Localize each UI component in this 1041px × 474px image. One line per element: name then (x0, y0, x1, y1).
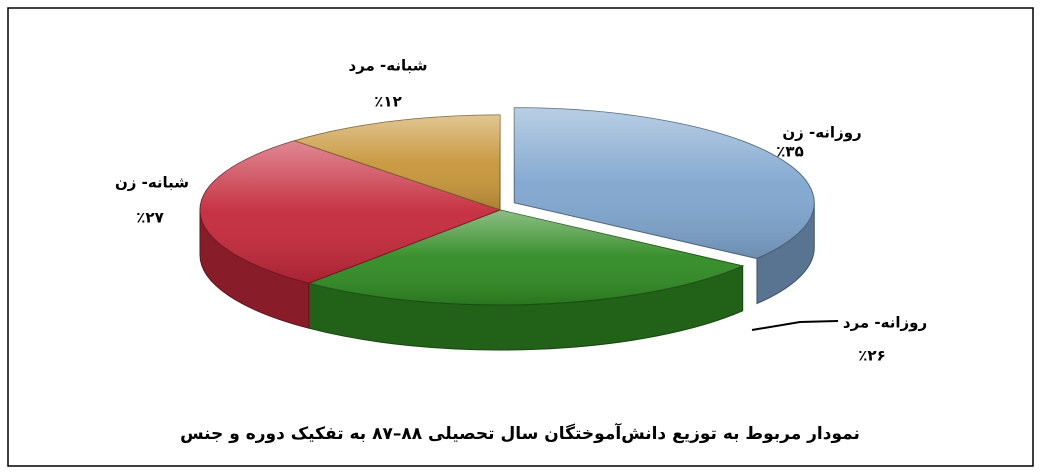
data-label: ٪۲۶ (858, 347, 885, 365)
data-label: ٪۳۵ (776, 143, 803, 161)
data-label: ٪۲۷ (136, 209, 163, 227)
data-label: ٪۱۲ (374, 93, 401, 111)
data-label-name: روزانه- زن (782, 124, 861, 142)
slice-gloss (294, 115, 500, 210)
leader-line (751, 320, 839, 331)
slice-gloss (308, 210, 743, 305)
data-label-name: شبانه- مرد (349, 57, 428, 75)
data-label-name: شبانه- زن (115, 174, 189, 192)
slice-gloss (514, 107, 815, 259)
slice-gloss (199, 140, 500, 284)
chart-title: نمودار مربوط به توزیع دانش‌آموختگان سال … (180, 422, 860, 444)
data-label-name: روزانه- مرد (843, 314, 927, 332)
